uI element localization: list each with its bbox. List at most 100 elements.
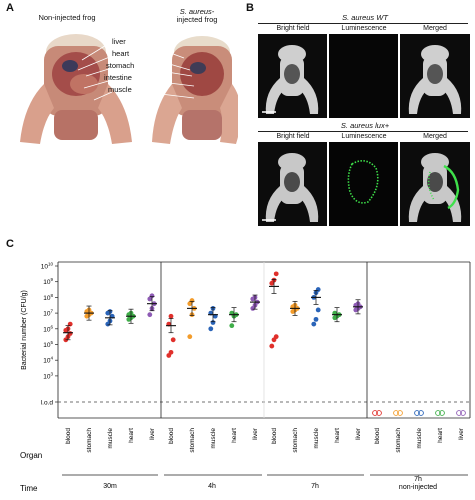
organ-label-heart: heart: [112, 49, 130, 58]
data-point: [149, 293, 155, 299]
panel-c-letter: C: [6, 238, 14, 250]
chart-axes: [57, 261, 471, 419]
x-organ-label: blood: [65, 428, 72, 444]
y-tick-label: 107: [43, 309, 53, 318]
time-axis-title: Time: [20, 484, 38, 493]
y-tick-exponent: 8: [50, 293, 53, 298]
x-organ-label: blood: [374, 428, 381, 444]
x-organ-label: liver: [458, 427, 465, 440]
lod-point: [460, 410, 466, 416]
organ-label-liver: liver: [112, 37, 126, 46]
x-organ-label: stomach: [395, 428, 402, 453]
x-organ-label: heart: [334, 428, 341, 443]
data-point: [313, 316, 319, 322]
organ-label-intestine: intestine: [104, 73, 132, 82]
wt-title-rule: [258, 23, 468, 24]
lod-point: [397, 410, 403, 416]
wt-group-title: S. aureus WT: [342, 13, 388, 22]
x-organ-label: muscle: [416, 428, 423, 449]
non-injected-frog-image: [20, 34, 132, 144]
lod-point: [418, 410, 424, 416]
x-organ-label: muscle: [313, 428, 320, 449]
y-tick-exponent: 9: [50, 277, 53, 282]
y-tick-label: 105: [43, 340, 53, 349]
y-tick-exponent: 7: [50, 309, 53, 314]
lod-point: [414, 410, 420, 416]
panel-a-letter: A: [6, 2, 14, 14]
data-point: [210, 320, 216, 325]
lod-point: [435, 410, 441, 416]
data-point: [311, 321, 317, 327]
x-organ-label: stomach: [292, 428, 299, 453]
y-tick-label: 106: [43, 324, 53, 333]
y-tick-label: 103: [43, 371, 53, 380]
data-point: [168, 349, 174, 355]
x-organ-label: liver: [355, 427, 362, 440]
wt-col-merged: Merged: [423, 25, 447, 32]
data-point: [315, 307, 321, 313]
panel-a-right-title-1: S. aureus-: [179, 7, 215, 16]
data-point: [208, 326, 214, 332]
y-tick-exponent: 5: [50, 340, 53, 345]
data-point: [67, 321, 73, 327]
data-point: [269, 343, 275, 349]
lux-col-brightfield: Bright field: [276, 133, 310, 140]
data-point: [67, 331, 73, 336]
lod-point: [456, 410, 462, 416]
lod-point: [372, 410, 378, 416]
y-tick-label: l.o.d: [41, 400, 54, 407]
y-tick-label: 1010: [41, 262, 54, 271]
x-organ-label: blood: [271, 428, 278, 444]
lod-point: [393, 410, 399, 416]
frog-dissection-photo: [20, 34, 238, 144]
time-group-label: 7h: [311, 483, 319, 490]
x-organ-label: heart: [128, 428, 135, 443]
panel-b-letter: B: [246, 2, 254, 14]
lod-point: [439, 410, 445, 416]
lux-group-title: S. aureus lux+: [340, 121, 390, 130]
organ-leader-lines: [77, 43, 195, 101]
x-organ-label: blood: [168, 428, 175, 444]
wt-col-brightfield: Bright field: [276, 25, 310, 32]
injected-frog-image: [152, 36, 238, 144]
lux-col-merged: Merged: [423, 133, 447, 140]
time-group-label: 4h: [208, 483, 216, 490]
x-organ-label: muscle: [210, 428, 217, 449]
data-point: [315, 287, 321, 292]
organ-label-muscle: muscle: [108, 85, 132, 94]
data-point: [229, 323, 235, 329]
organ-axis-title: Organ: [20, 451, 42, 460]
wt-imaging-row: [258, 34, 470, 118]
panel-a-right-title-2: injected frog: [176, 15, 218, 24]
time-group-label: 7h: [414, 476, 422, 483]
x-organ-label: liver: [149, 427, 156, 440]
time-group-label: 30m: [103, 483, 117, 490]
x-organ-labels: blood stomach muscle heart liver blood stomach…: [65, 427, 465, 452]
wt-col-luminescence: Luminescence: [341, 25, 387, 32]
panel-a-left-title: Non-injected frog: [38, 13, 96, 22]
chart-marks: [63, 271, 466, 416]
data-point: [170, 337, 176, 343]
x-organ-label: liver: [252, 427, 259, 440]
data-point: [273, 271, 279, 277]
y-tick-label: 109: [43, 277, 53, 286]
lux-imaging-row: [258, 142, 470, 226]
data-point: [187, 334, 193, 340]
x-organ-label: stomach: [86, 428, 93, 453]
x-organ-label: stomach: [189, 428, 196, 453]
y-tick-exponent: 3: [50, 371, 53, 376]
y-tick-exponent: 4: [50, 356, 53, 361]
data-point: [147, 312, 153, 318]
y-axis-label: Bacterial number (CFU/g): [21, 290, 28, 370]
x-organ-label: muscle: [107, 428, 114, 449]
y-tick-exponent: 10: [48, 262, 54, 267]
lux-title-rule: [258, 131, 468, 132]
y-tick-exponent: 6: [50, 324, 53, 329]
x-organ-label: heart: [231, 428, 238, 443]
y-tick-label: 104: [43, 356, 53, 365]
x-organ-label: heart: [437, 428, 444, 443]
organ-label-stomach: stomach: [106, 61, 135, 70]
